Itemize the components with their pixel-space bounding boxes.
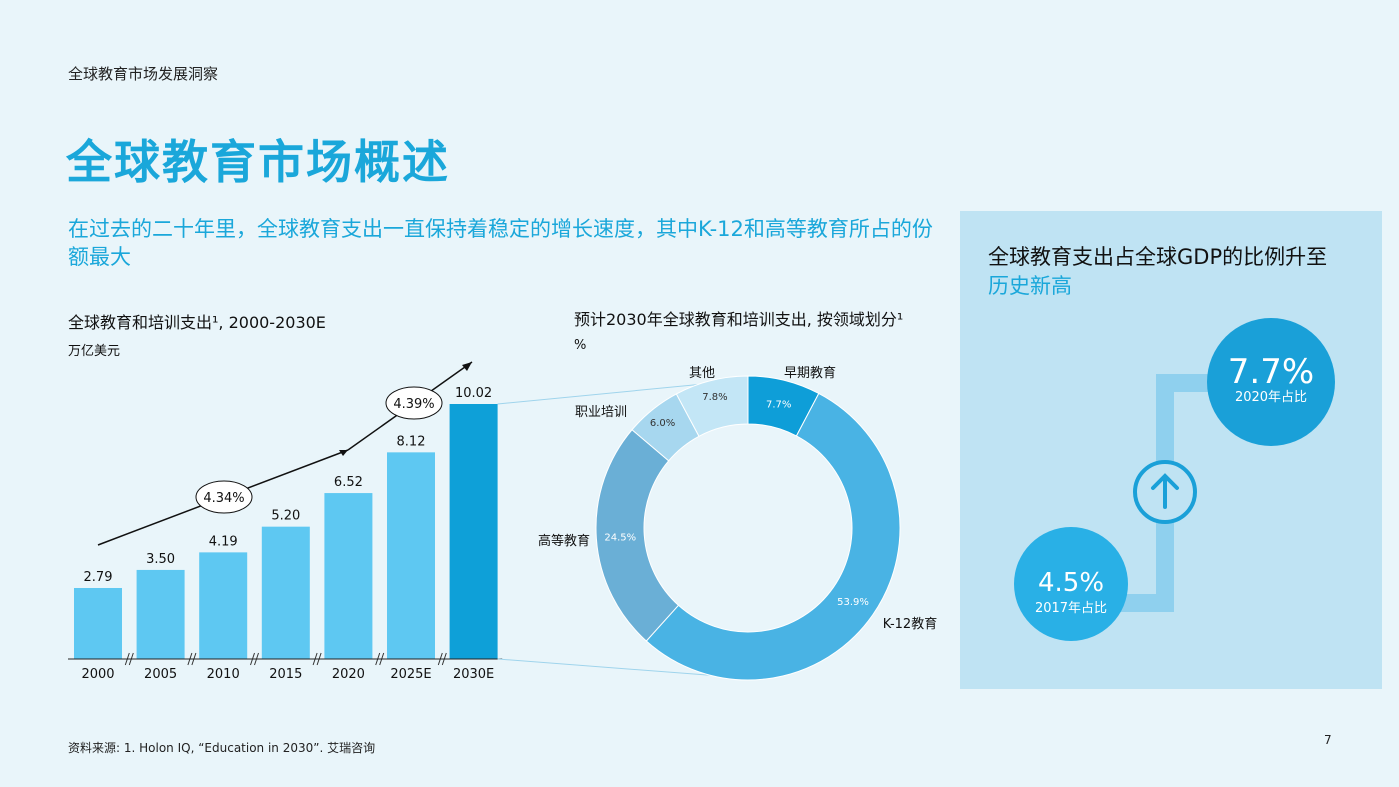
panel-title-text: 全球教育支出占全球GDP的比例升至 xyxy=(988,245,1328,269)
cagr-label: 4.34% xyxy=(203,491,244,506)
x-tick-label: 2005 xyxy=(144,667,177,682)
growth-path xyxy=(1110,374,1220,612)
bar-2025E xyxy=(387,452,435,659)
x-tick-label: 2000 xyxy=(81,667,114,682)
page-number: 7 xyxy=(1324,733,1332,747)
bar-chart: 2.79 2000 3.50 2005 4.19 2010 5.20 2015 6.52 2020… xyxy=(68,361,746,682)
share-2020-label: 2020年占比 xyxy=(1234,390,1308,405)
zoom-guide-bottom xyxy=(497,658,721,677)
share-2017-bubble: 4.5% 2017年占比 xyxy=(1014,527,1128,641)
section-kicker: 全球教育市场发展洞察 xyxy=(68,65,219,83)
share-2017-label: 2017年占比 xyxy=(1034,601,1108,616)
page-subtitle: 在过去的二十年里，全球教育支出一直保持着稳定的增长速度，其中K-12和高等教育所… xyxy=(68,217,933,269)
source-note: 资料来源: 1. Holon IQ, “Education in 2030”. … xyxy=(68,741,376,755)
bar-value-label: 6.52 xyxy=(334,475,363,490)
x-tick-label: 2030E xyxy=(453,667,494,682)
panel-title-highlight: 历史新高 xyxy=(988,274,1072,298)
trend-arrow-head xyxy=(462,362,472,371)
bar-2015 xyxy=(261,526,310,659)
slice-category-label: 早期教育 xyxy=(784,365,836,381)
share-2020-value: 7.7% xyxy=(1227,352,1315,392)
donut-chart: 7.7% 早期教育 53.9% K-12教育 24.5% 高等教育 6.0% 职业培训 7.8%… xyxy=(538,365,937,681)
share-2020-bubble: 7.7% 2020年占比 xyxy=(1207,318,1335,446)
slice-value-label: 53.9% xyxy=(837,597,869,608)
slice-category-label: 职业培训 xyxy=(575,404,627,420)
x-tick-label: 2015 xyxy=(269,667,302,682)
donut-chart-title: 预计2030年全球教育和培训支出, 按领域划分¹ xyxy=(574,310,904,329)
bar-chart-unit: 万亿美元 xyxy=(68,344,121,359)
x-tick-label: 2020 xyxy=(332,667,365,682)
bar-2000 xyxy=(74,587,122,659)
cagr-bubble xyxy=(385,386,443,420)
x-tick-label: 2010 xyxy=(207,667,240,682)
panel-title: 全球教育支出占全球GDP的比例升至历史新高 xyxy=(988,243,1328,301)
slice-value-label: 6.0% xyxy=(650,418,675,429)
bar-value-label: 8.12 xyxy=(397,434,426,449)
bar-2030E xyxy=(449,404,498,659)
bar-value-label: 10.02 xyxy=(455,386,492,401)
bar-value-label: 5.20 xyxy=(271,509,300,524)
trend-arrow-mid xyxy=(339,450,348,456)
bar-2010 xyxy=(199,552,248,659)
slice-category-label: 高等教育 xyxy=(538,533,590,549)
slice-value-label: 7.7% xyxy=(766,400,791,411)
bar-2005 xyxy=(136,569,185,659)
donut-chart-unit: % xyxy=(574,338,587,353)
bar-chart-title: 全球教育和培训支出¹, 2000-2030E xyxy=(68,313,326,332)
donut-slice-1 xyxy=(645,392,901,681)
cagr-bubble xyxy=(195,480,253,514)
bar-value-label: 3.50 xyxy=(146,552,175,567)
donut-slice-4 xyxy=(675,375,749,437)
bar-2020 xyxy=(324,493,373,659)
page-title: 全球教育市场概述 xyxy=(66,135,450,189)
share-2017-value: 4.5% xyxy=(1037,568,1105,598)
cagr-label: 4.39% xyxy=(393,397,434,412)
slice-value-label: 24.5% xyxy=(604,533,636,544)
charts-canvas: 2.79 2000 3.50 2005 4.19 2010 5.20 2015 6.52 2020… xyxy=(68,361,937,682)
bar-value-label: 2.79 xyxy=(84,570,113,585)
slice-category-label: 其他 xyxy=(689,366,715,381)
bar-value-label: 4.19 xyxy=(209,534,238,549)
slice-category-label: K-12教育 xyxy=(883,616,937,632)
slice-value-label: 7.8% xyxy=(702,392,727,403)
x-tick-label: 2025E xyxy=(390,667,431,682)
arrow-up-icon xyxy=(1151,473,1179,509)
